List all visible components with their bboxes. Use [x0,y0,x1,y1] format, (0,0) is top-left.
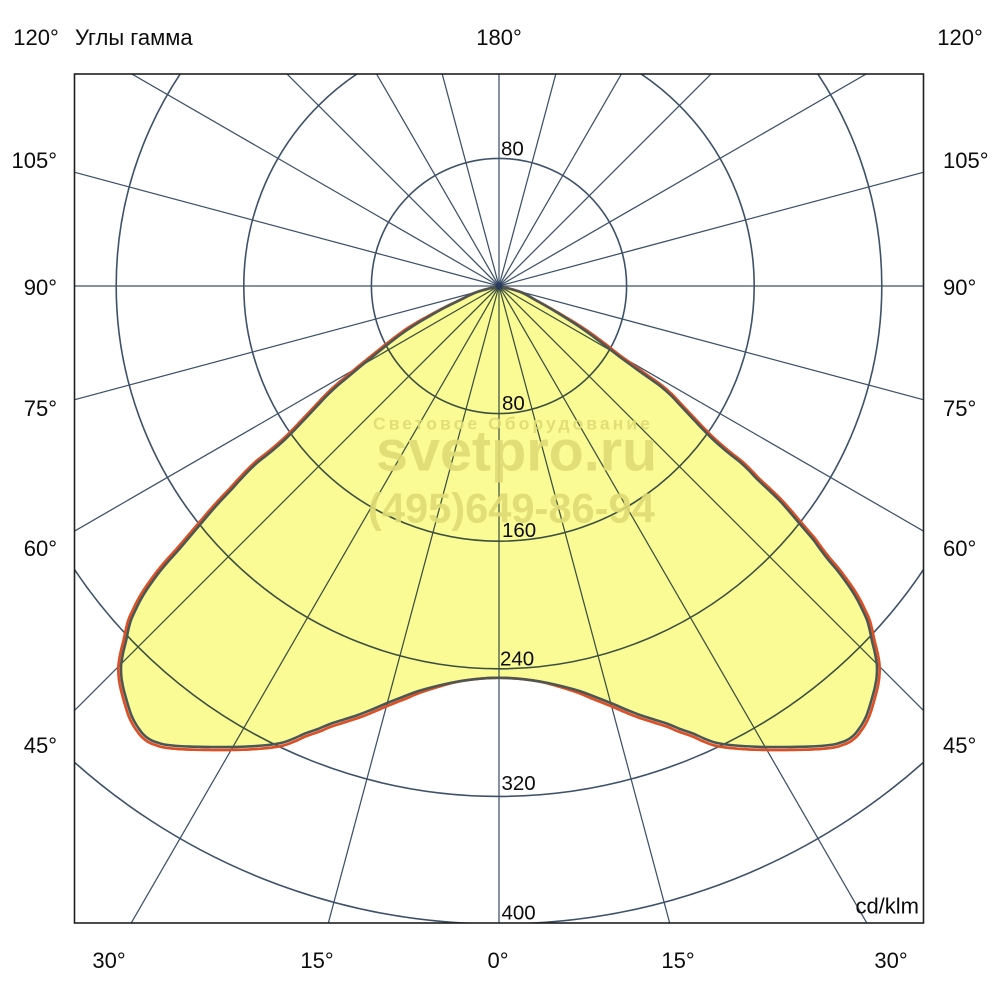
svg-text:75°: 75° [943,396,976,421]
svg-text:60°: 60° [943,536,976,561]
svg-text:240: 240 [500,648,534,671]
svg-text:320: 320 [502,772,536,795]
svg-text:15°: 15° [300,948,333,973]
svg-text:svetpro.ru: svetpro.ru [376,420,657,484]
svg-text:80: 80 [502,392,525,415]
svg-text:180°: 180° [476,25,522,50]
svg-text:60°: 60° [24,536,57,561]
svg-text:30°: 30° [92,948,125,973]
svg-text:0°: 0° [487,948,508,973]
svg-text:120°: 120° [937,25,983,50]
svg-text:45°: 45° [24,733,57,758]
svg-text:(495)649-86-94: (495)649-86-94 [368,485,655,532]
svg-text:15°: 15° [661,948,694,973]
svg-text:cd/klm: cd/klm [855,894,919,919]
svg-text:Световое Оборудование: Световое Оборудование [373,414,653,434]
svg-text:Углы гамма: Углы гамма [75,25,193,50]
svg-text:120°: 120° [13,25,59,50]
svg-text:75°: 75° [24,396,57,421]
svg-text:80: 80 [501,138,524,161]
svg-text:105°: 105° [11,148,57,173]
svg-text:160: 160 [502,519,536,542]
svg-text:30°: 30° [874,948,907,973]
svg-text:45°: 45° [943,733,976,758]
svg-text:400: 400 [502,902,536,925]
svg-text:90°: 90° [24,275,57,300]
svg-text:105°: 105° [943,148,989,173]
svg-text:90°: 90° [943,275,976,300]
